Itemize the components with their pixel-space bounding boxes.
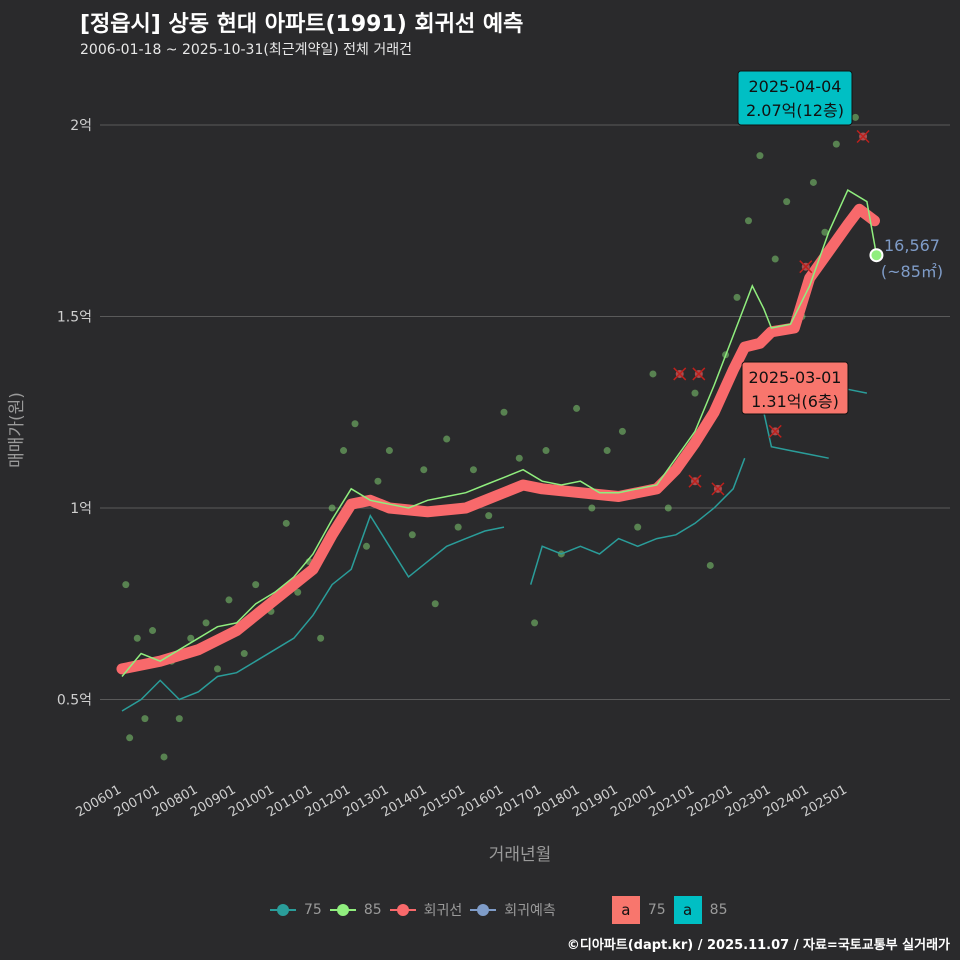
scatter-point	[431, 600, 439, 608]
legend: 75 85 회귀선 회귀예측 a 75 a 85	[270, 896, 727, 924]
scatter-point	[469, 466, 477, 474]
min-annotation-value: 1.31억(6층)	[751, 392, 839, 411]
legend-box-75: a	[611, 896, 640, 924]
scatter-point	[634, 523, 642, 531]
scatter-point	[282, 519, 290, 527]
legend-key-prediction	[470, 904, 497, 916]
scatter-point	[385, 447, 393, 455]
scatter-point	[664, 504, 672, 512]
scatter-point	[328, 504, 336, 512]
scatter-point	[225, 596, 233, 604]
scatter-point	[420, 466, 428, 474]
scatter-point	[832, 140, 840, 148]
regression-x-mark	[799, 260, 813, 274]
scatter-point	[783, 198, 791, 206]
scatter-point	[485, 512, 493, 520]
scatter-point	[340, 447, 348, 455]
regression-line	[116, 203, 880, 675]
scatter-point	[122, 581, 130, 589]
regression-x-mark	[856, 129, 870, 144]
scatter-point	[809, 178, 817, 186]
scatter-point	[454, 523, 462, 531]
legend-key-85	[329, 904, 356, 916]
scatter-point	[756, 152, 764, 160]
scatter-point	[149, 627, 157, 635]
series-line-75	[121, 388, 868, 712]
scatter-point	[515, 454, 523, 462]
legend-key-regression	[389, 904, 416, 916]
regression-x-mark	[673, 367, 687, 381]
scatter-point	[588, 504, 596, 512]
chart-subtitle: 2006-01-18 ~ 2025-10-31(최근계약일) 전체 거래건	[80, 42, 412, 58]
min-annotation-box	[741, 361, 849, 415]
scatter-point	[618, 427, 626, 435]
scatter-point	[317, 634, 325, 642]
scatter-point	[573, 404, 581, 412]
scatter-point	[821, 228, 829, 236]
scatter-point	[500, 408, 508, 416]
scatter-point	[252, 581, 260, 589]
scatter-point	[160, 753, 168, 761]
scatter-point	[603, 447, 611, 455]
scatter-point	[351, 420, 359, 428]
y-tick-label: 1.5억	[57, 310, 92, 326]
scatter-point	[294, 588, 302, 596]
source-footer: ©디아파트(dapt.kr) / 2025.11.07 / 자료=국토교통부 실…	[566, 938, 950, 953]
scatter-point	[706, 561, 714, 569]
regression-x-mark	[688, 474, 702, 488]
y-tick-label: 2억	[70, 118, 92, 134]
scatter-point	[126, 734, 134, 742]
regression-x-mark	[711, 482, 725, 496]
scatter-point	[133, 634, 141, 642]
max-annotation-date: 2025-04-04	[749, 77, 842, 96]
scatter-point	[202, 619, 210, 627]
scatter-point	[141, 715, 149, 723]
scatter-point	[531, 619, 539, 627]
legend-key-75	[270, 904, 296, 916]
legend-label: 회귀예측	[504, 903, 556, 919]
legend-label: 85	[363, 902, 382, 918]
y-tick-label: 1억	[70, 501, 92, 517]
scatter-point	[408, 531, 416, 539]
y-axis-label: 매매가(원)	[7, 392, 27, 468]
regression-x-mark	[692, 367, 706, 381]
scatter-point	[691, 389, 699, 397]
scatter-point	[733, 293, 741, 301]
prediction-value: 16,567	[884, 236, 940, 255]
max-annotation-value: 2.07억(12층)	[746, 101, 844, 120]
scatter-point	[649, 370, 657, 378]
max-annotation-box	[737, 70, 853, 126]
scatter-point	[542, 447, 550, 455]
scatter-point	[214, 665, 221, 673]
prediction-point	[869, 248, 884, 263]
min-annotation-date: 2025-03-01	[749, 368, 842, 387]
scatter-point	[443, 435, 451, 443]
prediction-area: (~85㎡)	[881, 262, 943, 281]
legend-label: 75	[304, 902, 322, 918]
x-axis-label: 거래년월	[489, 845, 552, 865]
scatter-point	[240, 650, 248, 658]
legend-label: 회귀선	[423, 903, 463, 919]
scatter-point	[771, 255, 779, 263]
y-tick-label: 0.5억	[57, 693, 92, 709]
legend-box-85: a	[673, 896, 702, 924]
legend-label: 85	[709, 902, 728, 918]
scatter-point	[374, 477, 382, 485]
series-line-85	[121, 189, 878, 677]
scatter-point	[187, 634, 195, 642]
legend-label: 75	[647, 902, 666, 918]
scatter-point	[175, 715, 183, 723]
regression-x-mark	[768, 424, 782, 438]
scatter-point	[744, 217, 752, 225]
chart-title: [정읍시] 상동 현대 아파트(1991) 회귀선 예측	[80, 12, 524, 37]
scatter-point	[362, 542, 370, 550]
scatter-point	[851, 113, 859, 121]
